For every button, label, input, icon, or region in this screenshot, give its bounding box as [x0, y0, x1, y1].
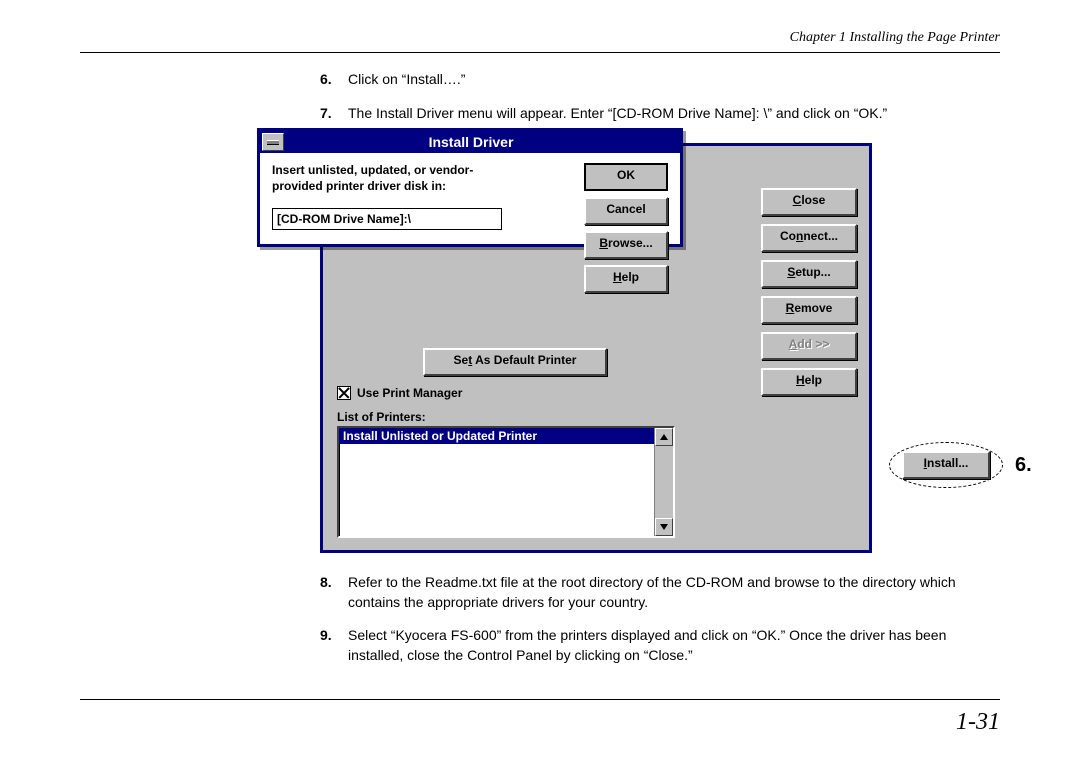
browse-button[interactable]: Browse... [584, 231, 668, 259]
ok-button[interactable]: OK [584, 163, 668, 191]
step-7-number: 7. [320, 104, 348, 124]
cancel-button[interactable]: Cancel [584, 197, 668, 225]
install-callout: Install... 6. [889, 442, 1080, 488]
dialog-buttons: OK Cancel Browse... Help [584, 163, 668, 293]
step-6-number: 6. [320, 70, 348, 90]
step-6: 6. Click on “Install….” [80, 70, 1000, 90]
connect-button[interactable]: Connect... [761, 224, 857, 252]
setup-button[interactable]: Setup... [761, 260, 857, 288]
use-print-manager-checkbox[interactable] [337, 386, 351, 400]
chapter-title: Chapter 1 Installing the Page Printer [80, 30, 1000, 46]
document-page: Chapter 1 Installing the Page Printer 6.… [0, 0, 1080, 764]
footer-rule [80, 699, 1000, 700]
use-print-manager-label: Use Print Manager [357, 386, 462, 400]
set-default-button[interactable]: Set As Default Printer [423, 348, 607, 376]
list-of-printers-label: List of Printers: [337, 410, 426, 424]
help-button[interactable]: Help [761, 368, 857, 396]
close-button[interactable]: Close [761, 188, 857, 216]
listbox-scrollbar[interactable] [654, 428, 673, 536]
dialog-help-button[interactable]: Help [584, 265, 668, 293]
step-8-text: Refer to the Readme.txt file at the root… [348, 573, 1000, 612]
callout-number: 6. [1015, 454, 1032, 477]
page-header: Chapter 1 Installing the Page Printer [80, 30, 1000, 70]
step-9-number: 9. [320, 626, 348, 646]
remove-button[interactable]: Remove [761, 296, 857, 324]
step-9-text: Select “Kyocera FS-600” from the printer… [348, 626, 1000, 665]
dialog-title: Install Driver [286, 134, 656, 150]
content-area: 6. Click on “Install….” 7. The Install D… [80, 70, 1000, 666]
drive-path-input[interactable] [272, 208, 502, 230]
page-number: 1-31 [956, 709, 1000, 736]
dialog-body: Insert unlisted, updated, or vendor-prov… [260, 153, 680, 244]
system-menu-icon[interactable] [262, 133, 284, 151]
printers-right-buttons: Close Connect... Setup... Remove Add >> … [761, 188, 857, 396]
screenshot-figure: Close Connect... Setup... Remove Add >> … [320, 143, 1000, 553]
printers-window: Close Connect... Setup... Remove Add >> … [320, 143, 872, 553]
add-button: Add >> [761, 332, 857, 360]
step-7-text: The Install Driver menu will appear. Ent… [348, 104, 1000, 124]
step-9: 9. Select “Kyocera FS-600” from the prin… [80, 626, 1000, 665]
scroll-down-icon[interactable] [655, 518, 673, 536]
list-item-selected[interactable]: Install Unlisted or Updated Printer [339, 428, 673, 444]
install-button[interactable]: Install... [902, 451, 990, 479]
step-7: 7. The Install Driver menu will appear. … [80, 104, 1000, 124]
step-8-number: 8. [320, 573, 348, 593]
header-rule [80, 52, 1000, 53]
dialog-titlebar[interactable]: Install Driver [260, 131, 680, 153]
callout-ellipse: Install... [889, 442, 1003, 488]
step-8: 8. Refer to the Readme.txt file at the r… [80, 573, 1000, 612]
printers-listbox[interactable]: Install Unlisted or Updated Printer [337, 426, 675, 538]
step-6-text: Click on “Install….” [348, 70, 1000, 90]
use-print-manager-row[interactable]: Use Print Manager [337, 386, 462, 400]
install-driver-dialog: Install Driver Insert unlisted, updated,… [257, 128, 683, 247]
dialog-instruction-text: Insert unlisted, updated, or vendor-prov… [272, 163, 502, 194]
scroll-up-icon[interactable] [655, 428, 673, 446]
